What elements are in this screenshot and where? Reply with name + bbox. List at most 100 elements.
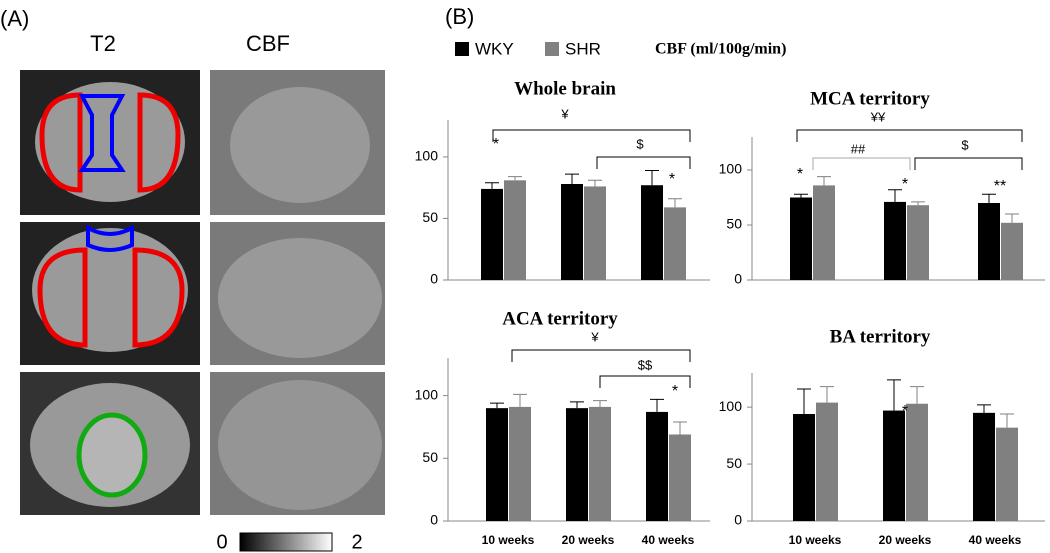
y-tick-label: 50 (422, 449, 438, 465)
bar (906, 403, 928, 521)
panel-label: (B) (445, 4, 474, 29)
error-bar (588, 179, 602, 187)
panel-label: (A) (0, 6, 29, 31)
bracket (599, 375, 691, 388)
bar (813, 185, 835, 280)
error-bar (490, 402, 504, 409)
error-bar (508, 176, 522, 181)
error-bar (794, 193, 808, 198)
column-label: CBF (246, 31, 290, 56)
chart-title: MCA territory (810, 88, 930, 109)
legend-label: WKY (475, 39, 514, 58)
annotation: ¥¥ (870, 109, 886, 124)
annotation: * (797, 166, 803, 183)
legend-swatch (545, 42, 559, 56)
annotation: ¥ (560, 106, 569, 121)
y-tick-label: 50 (726, 216, 742, 232)
annotation: $ (961, 137, 969, 152)
y-tick-label: 50 (726, 455, 742, 471)
bracket (492, 129, 691, 142)
t2-images (20, 70, 200, 515)
bar (973, 412, 995, 521)
error-bar (485, 182, 499, 189)
bar (486, 408, 508, 521)
error-bar (817, 176, 831, 186)
annotation: ## (851, 141, 866, 156)
error-bar (982, 193, 996, 203)
bar (504, 180, 526, 280)
error-bar (593, 400, 607, 407)
chart-title: Whole brain (514, 78, 616, 99)
error-bar (977, 404, 991, 413)
bar (561, 184, 583, 280)
x-tick-label: 20 weeks (879, 533, 932, 547)
bracket (596, 156, 691, 169)
x-tick-label: 40 weeks (969, 533, 1022, 547)
legend-swatch (455, 42, 469, 56)
y-tick-label: 0 (430, 512, 438, 528)
bracket (914, 157, 1023, 170)
error-bar (565, 173, 579, 184)
bar (669, 434, 691, 521)
colorbar-min: 0 (216, 531, 227, 553)
annotation: * (902, 403, 908, 420)
error-bar (673, 421, 687, 435)
bracket (796, 129, 1023, 142)
bar (790, 197, 812, 280)
annotation: ** (994, 178, 1006, 195)
bar (509, 406, 531, 521)
bar (589, 406, 611, 521)
bar (664, 207, 686, 280)
bar (883, 410, 905, 521)
cbf-images (210, 70, 385, 552)
error-bar (645, 169, 659, 186)
error-bar (820, 386, 834, 403)
bar (641, 185, 663, 280)
chart-title: BA territory (830, 326, 931, 347)
colorbar-max: 2 (351, 531, 362, 553)
annotation: $ (636, 136, 644, 151)
y-tick-label: 0 (734, 512, 742, 528)
bracket (812, 157, 911, 170)
error-bar (570, 401, 584, 409)
annotation: $$ (638, 357, 653, 372)
y-tick-label: 0 (734, 271, 742, 287)
error-bar (888, 189, 902, 202)
y-tick-label: 100 (415, 148, 439, 164)
bar (1001, 222, 1023, 280)
bar (907, 205, 929, 280)
annotation: ¥ (590, 329, 599, 344)
bar (884, 201, 906, 280)
bar (481, 188, 503, 280)
annotation: * (672, 383, 678, 400)
annotation: * (493, 136, 499, 153)
bar (646, 411, 668, 521)
y-tick-label: 100 (415, 386, 439, 402)
bar (816, 402, 838, 521)
column-label: T2 (90, 31, 116, 56)
annotation: * (669, 171, 675, 188)
bar (566, 408, 588, 521)
y-tick-label: 100 (719, 398, 743, 414)
x-tick-label: 10 weeks (482, 533, 535, 547)
bar (996, 427, 1018, 521)
bar (793, 413, 815, 521)
x-tick-label: 20 weeks (562, 533, 615, 547)
bar (978, 203, 1000, 280)
error-bar (911, 201, 925, 206)
legend-label: SHR (565, 39, 601, 58)
error-bar (1000, 413, 1014, 428)
unit-label: CBF (ml/100g/min) (655, 41, 786, 58)
annotation: * (902, 176, 908, 193)
y-tick-label: 0 (430, 271, 438, 287)
x-tick-label: 40 weeks (642, 533, 695, 547)
error-bar (910, 386, 924, 404)
error-bar (1005, 213, 1019, 223)
chart-title: ACA territory (502, 308, 618, 329)
error-bar (887, 379, 901, 411)
x-tick-label: 10 weeks (789, 533, 842, 547)
y-tick-label: 50 (422, 209, 438, 225)
bracket (511, 349, 691, 362)
y-tick-label: 100 (719, 161, 743, 177)
